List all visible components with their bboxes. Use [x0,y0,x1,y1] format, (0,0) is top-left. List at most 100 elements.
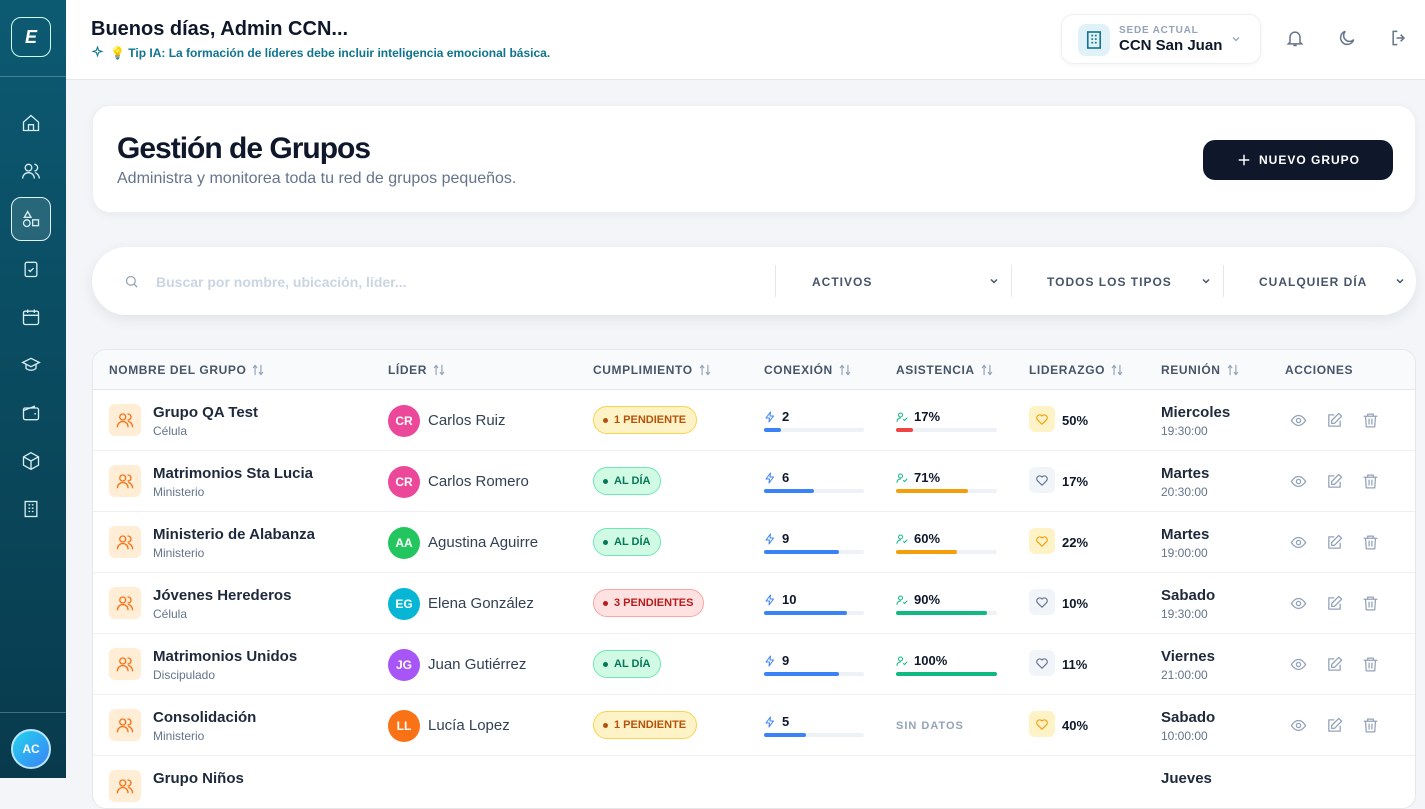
table-row[interactable]: Grupo QA Test Célula CR Carlos Ruiz 1 PENDIE… [93,390,1415,451]
view-button[interactable] [1290,473,1307,490]
table-header [93,350,1415,390]
edit-button[interactable] [1326,717,1343,734]
sede-selector[interactable]: SEDE ACTUAL CCN San Juan [1061,14,1261,64]
page-subtitle: Administra y monitorea toda tu red de gr… [117,170,517,187]
ai-tip: 💡 Tip IA: La formación de líderes debe i… [110,46,551,60]
sede-icon [1078,24,1110,56]
sort-icon[interactable] [838,363,852,377]
logo[interactable]: E [11,17,51,57]
sort-icon[interactable] [1226,363,1240,377]
table-row[interactable]: Matrimonios Unidos Discipulado JG Juan Guti… [93,634,1415,695]
group-name: Consolidación [153,709,257,726]
nav-tasks[interactable] [21,259,41,279]
bell-button[interactable] [1285,28,1305,48]
filter-bar: Buscar por nombre, ubicación, líder... A… [92,247,1416,315]
conexion-value: 9 [782,653,790,668]
edit-button[interactable] [1326,412,1343,429]
chevron [1202,278,1210,284]
delete-button[interactable] [1362,595,1379,612]
delete-button[interactable] [1362,656,1379,673]
type-filter[interactable]: TODOS LOS TIPOS [1047,275,1172,289]
badge-dot [603,723,608,728]
sort-icon[interactable] [432,363,446,377]
divider [0,76,66,77]
leader-avatar: EG [388,588,420,620]
sparkle-icon [91,46,104,58]
delete-button[interactable] [1362,534,1379,551]
table-row[interactable]: Grupo Niños Jueves [93,756,1415,808]
view-button[interactable] [1290,534,1307,551]
conexion-bar [764,611,848,615]
column-header[interactable]: CUMPLIMIENTO [593,363,693,377]
table-row[interactable]: Consolidación Ministerio LL Lucía Lopez 1 PE… [93,695,1415,756]
delete-button[interactable] [1362,473,1379,490]
group-icon [109,404,141,436]
day-filter[interactable]: CUALQUIER DÍA [1259,275,1368,289]
status-badge: AL DÍA [593,467,662,495]
edit-button[interactable] [1326,656,1343,673]
column-header[interactable]: CONEXIÓN [764,363,833,377]
meeting-day: Sabado [1161,587,1216,604]
meeting-time: 19:30:00 [1161,424,1208,438]
view-button[interactable] [1290,595,1307,612]
status-badge: 1 PENDIENTE [593,406,698,434]
nav-home[interactable] [21,113,41,133]
nav-people[interactable] [21,161,41,181]
asistencia-bar [896,672,997,676]
status-filter[interactable]: ACTIVOS [812,275,873,289]
asistencia-value: 100% [914,653,948,668]
liderazgo-value: 11% [1062,657,1088,672]
nav-wallet[interactable] [21,403,41,423]
meeting-time: 19:00:00 [1161,546,1208,560]
logout-button[interactable] [1389,28,1409,48]
sort-icon[interactable] [251,363,265,377]
heart-icon [1029,467,1055,493]
bar-track [764,733,864,737]
table-row[interactable]: Matrimonios Sta Lucia Ministerio CR Carlos … [93,451,1415,512]
view-button[interactable] [1290,717,1307,734]
user-avatar[interactable]: AC [11,729,51,769]
asistencia-value: 60% [914,531,941,546]
nav-box[interactable] [21,451,41,471]
liderazgo-value: 40% [1062,718,1089,733]
badge-dot [603,479,608,484]
heart-icon [1029,650,1055,676]
table-row[interactable]: Ministerio de Alabanza Ministerio AA Agusti… [93,512,1415,573]
sort-icon[interactable] [980,363,994,377]
column-header[interactable]: REUNIÓN [1161,363,1221,377]
edit-button[interactable] [1326,595,1343,612]
leader-avatar: CR [388,405,420,437]
nav-active[interactable] [11,197,51,241]
table-row[interactable]: Jóvenes Herederos Célula EG Elena González 3… [93,573,1415,634]
column-header[interactable]: LIDERAZGO [1029,363,1106,377]
nav-school[interactable] [21,355,41,375]
view-button[interactable] [1290,412,1307,429]
new-group-button[interactable]: NUEVO GRUPO [1203,140,1393,180]
sort-icon[interactable] [698,363,712,377]
nav-groups[interactable] [21,209,41,229]
nav-calendar[interactable] [21,307,41,327]
asistencia-value: 17% [914,409,941,424]
status-badge: AL DÍA [593,650,662,678]
edit-button[interactable] [1326,534,1343,551]
theme-button[interactable] [1337,28,1357,48]
bar-track [764,428,864,432]
column-header[interactable]: LÍDER [388,363,427,377]
nav-building[interactable] [21,499,41,519]
meeting-day: Martes [1161,526,1210,543]
leader-name: Elena González [428,595,534,612]
delete-button[interactable] [1362,717,1379,734]
sort-icon[interactable] [1110,363,1124,377]
delete-button[interactable] [1362,412,1379,429]
view-button[interactable] [1290,656,1307,673]
asistencia-bar [896,428,914,432]
meeting-day: Viernes [1161,648,1215,665]
person-icon [896,654,908,666]
column-header[interactable]: ASISTENCIA [896,363,975,377]
meeting-time: 19:30:00 [1161,607,1208,621]
search-input[interactable]: Buscar por nombre, ubicación, líder... [156,274,407,290]
edit-button[interactable] [1326,473,1343,490]
asistencia-bar [896,611,987,615]
sede-label: SEDE ACTUAL [1119,25,1199,36]
column-header[interactable]: NOMBRE DEL GRUPO [109,363,247,377]
